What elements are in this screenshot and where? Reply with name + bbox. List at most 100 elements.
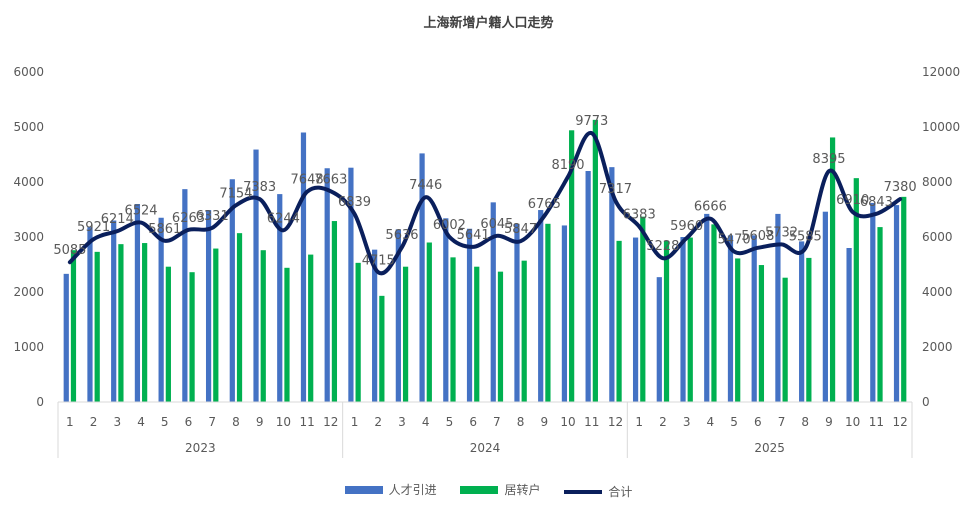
y-left-tick-label: 2000	[13, 285, 44, 299]
total-data-label: 7648	[291, 173, 324, 188]
legend-item-total[interactable]: 合计	[564, 483, 632, 500]
bar-talent	[751, 235, 757, 402]
x-tick-label: 5	[161, 415, 169, 429]
bar-talent	[870, 202, 876, 402]
total-data-label: 6214	[101, 212, 134, 227]
bar-transfer	[284, 267, 290, 402]
bar-talent	[134, 204, 141, 402]
group-label: 2024	[470, 441, 501, 455]
x-tick-label: 12	[323, 415, 338, 429]
bar-talent	[277, 194, 283, 402]
x-tick-label: 1	[635, 415, 643, 429]
x-tick-label: 6	[754, 415, 762, 429]
chart-title: 上海新增户籍人口走势	[423, 16, 554, 31]
bar-talent	[561, 225, 568, 402]
x-tick-label: 3	[398, 415, 406, 429]
y-left-tick-label: 5000	[13, 120, 44, 134]
x-tick-label: 9	[256, 415, 264, 429]
group-label: 2025	[754, 441, 785, 455]
total-data-label: 6839	[338, 195, 371, 210]
bar-talent	[727, 235, 734, 402]
x-tick-label: 11	[584, 415, 599, 429]
total-data-label: 8190	[551, 158, 584, 173]
x-tick-label: 5	[446, 415, 454, 429]
legend-swatch-talent	[344, 485, 383, 494]
bar-talent	[419, 153, 425, 402]
bar-transfer	[735, 258, 741, 402]
x-tick-label: 7	[208, 415, 216, 429]
bar-talent	[205, 210, 212, 402]
total-data-label: 5921	[77, 220, 110, 235]
bar-talent	[158, 217, 164, 402]
total-line	[67, 131, 903, 276]
x-tick-label: 12	[892, 415, 907, 429]
bar-talent	[443, 218, 449, 402]
bar-talent	[229, 179, 235, 402]
y-left-tick-label: 0	[36, 395, 44, 409]
bar-transfer	[569, 130, 575, 403]
total-data-label: 7446	[409, 178, 442, 193]
group-label: 2023	[185, 441, 216, 455]
bar-talent	[680, 237, 686, 402]
total-data-label: 6383	[623, 207, 656, 222]
total-data-label: 5732	[765, 225, 798, 240]
x-tick-label: 3	[683, 415, 691, 429]
bar-talent	[846, 248, 852, 402]
total-data-label: 5847	[504, 222, 537, 237]
bar-talent	[372, 249, 378, 402]
x-tick-label: 2	[374, 415, 382, 429]
bar-transfer	[402, 266, 409, 402]
x-tick-label: 5	[730, 415, 738, 429]
total-data-label: 5585	[789, 229, 822, 244]
total-data-label: 4715	[362, 253, 395, 268]
bar-transfer	[829, 137, 836, 402]
y-left-tick-label: 1000	[13, 340, 44, 354]
x-tick-label: 9	[825, 415, 833, 429]
bar-talent	[704, 213, 710, 402]
total-data-label: 6263	[172, 211, 205, 226]
bar-transfer	[379, 295, 385, 402]
total-data-label: 7663	[314, 172, 347, 187]
bar-talent	[775, 213, 781, 402]
bar-talent	[300, 132, 307, 402]
legend-item-transfer[interactable]: 居转户	[460, 481, 541, 498]
y-right-tick-label: 6000	[922, 230, 953, 244]
total-data-label: 5641	[457, 228, 490, 243]
bar-transfer	[213, 248, 219, 402]
legend-swatch-total	[564, 489, 603, 494]
bar-transfer	[758, 265, 765, 402]
x-tick-label: 12	[608, 415, 623, 429]
y-right-tick-label: 4000	[922, 285, 953, 299]
x-tick-label: 4	[707, 415, 715, 429]
total-data-label: 5608	[741, 229, 774, 244]
x-tick-label: 6	[185, 415, 193, 429]
total-data-label: 6002	[433, 218, 466, 233]
bar-talent	[466, 228, 473, 402]
bar-transfer	[592, 119, 598, 402]
total-data-label: 6331	[196, 209, 229, 224]
bar-transfer	[426, 242, 432, 402]
legend-label-transfer: 居转户	[504, 483, 541, 497]
bar-transfer	[497, 271, 504, 402]
bar-talent	[822, 211, 828, 402]
chart-legend: 人才引进 居转户 合计	[0, 481, 977, 500]
total-data-label: 6045	[480, 217, 513, 232]
bar-talent	[348, 167, 354, 402]
x-tick-label: 2	[659, 415, 667, 429]
x-tick-label: 7	[778, 415, 786, 429]
bar-transfer	[450, 257, 456, 402]
total-data-label: 5960	[670, 219, 703, 234]
legend-item-talent[interactable]: 人才引进	[344, 481, 437, 498]
y-left-tick-label: 6000	[13, 65, 44, 79]
y-left-tick-label: 3000	[13, 230, 44, 244]
bar-transfer	[260, 250, 266, 402]
legend-label-talent: 人才引进	[388, 483, 437, 497]
x-tick-label: 1	[66, 415, 74, 429]
bar-talent	[538, 210, 544, 402]
y-right-tick-label: 0	[922, 395, 930, 409]
legend-swatch-transfer	[460, 485, 499, 494]
bar-transfer	[853, 178, 859, 402]
legend-label-total: 合计	[608, 485, 633, 499]
